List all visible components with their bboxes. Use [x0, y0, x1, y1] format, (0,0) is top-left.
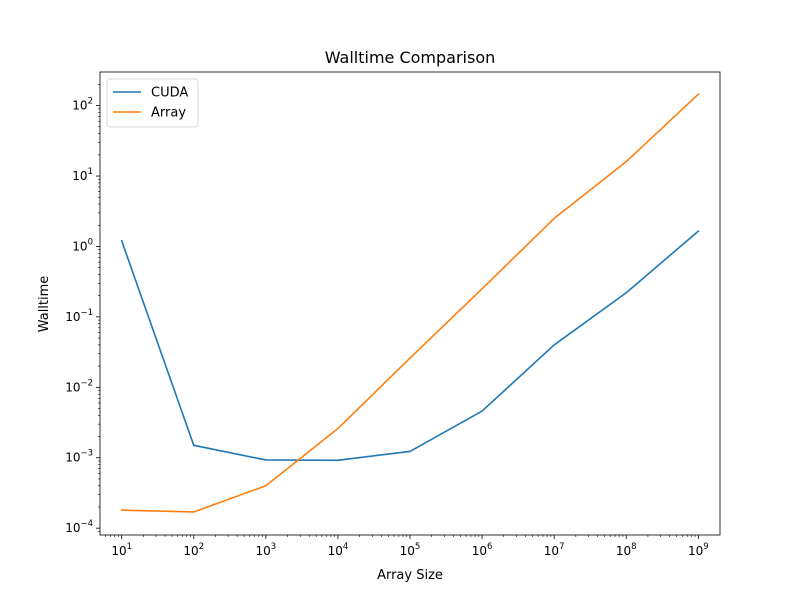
- x-tick-label: 107: [544, 542, 565, 558]
- x-tick-label: 101: [111, 542, 132, 558]
- plot-area: 101 102 103 104 105 106 107 108 109 10−4 10−3 10−2 1…: [65, 71, 721, 558]
- legend-label-cuda: CUDA: [151, 86, 188, 101]
- axes: 101 102 103 104 105 106 107 108 109 10−4 10−3 10−2 1…: [65, 71, 721, 558]
- series-line-cuda: [120, 230, 700, 462]
- y-tick-label: 10−4: [65, 519, 93, 535]
- x-tick-label: 104: [328, 542, 349, 558]
- y-tick-label: 10−2: [65, 378, 93, 394]
- x-tick-label: 103: [255, 542, 276, 558]
- x-tick-label: 109: [688, 542, 709, 558]
- y-tick-label: 100: [72, 237, 93, 253]
- legend: CUDA Array: [106, 78, 199, 128]
- series-line-array: [120, 93, 700, 513]
- y-tick-label: 101: [72, 167, 93, 183]
- y-tick-label: 102: [72, 97, 93, 113]
- x-axis-title: Array Size: [377, 568, 443, 583]
- legend-label-array: Array: [151, 106, 186, 121]
- y-tick-label: 10−1: [65, 308, 93, 324]
- x-tick-label: 106: [472, 542, 493, 558]
- x-tick-label: 102: [183, 542, 204, 558]
- x-tick-label: 108: [616, 542, 637, 558]
- y-axis-title: Walltime: [37, 276, 52, 333]
- chart-title: Walltime Comparison: [325, 48, 496, 67]
- y-tick-label: 10−3: [65, 449, 93, 465]
- x-tick-label: 105: [400, 542, 421, 558]
- plot-frame: [99, 71, 721, 536]
- legend-box: [106, 78, 199, 128]
